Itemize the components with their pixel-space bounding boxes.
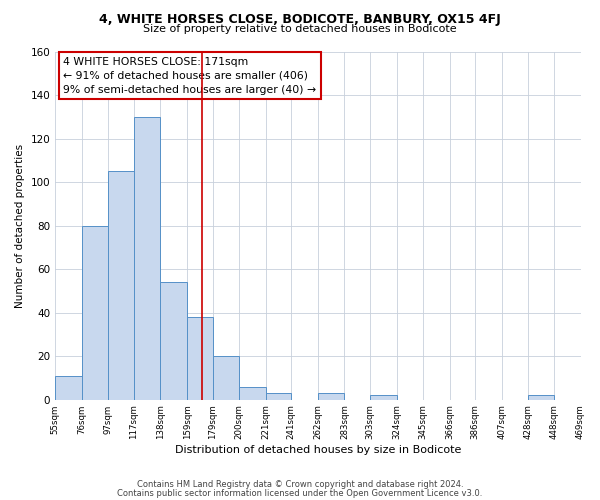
Bar xyxy=(529,396,554,400)
Text: Contains HM Land Registry data © Crown copyright and database right 2024.: Contains HM Land Registry data © Crown c… xyxy=(137,480,463,489)
Text: Size of property relative to detached houses in Bodicote: Size of property relative to detached ho… xyxy=(143,24,457,34)
Bar xyxy=(212,356,239,400)
X-axis label: Distribution of detached houses by size in Bodicote: Distribution of detached houses by size … xyxy=(175,445,461,455)
Bar xyxy=(318,393,344,400)
Bar xyxy=(187,317,212,400)
Bar xyxy=(109,171,134,400)
Bar xyxy=(82,226,109,400)
Bar xyxy=(239,386,266,400)
Text: Contains public sector information licensed under the Open Government Licence v3: Contains public sector information licen… xyxy=(118,488,482,498)
Text: 4 WHITE HORSES CLOSE: 171sqm
← 91% of detached houses are smaller (406)
9% of se: 4 WHITE HORSES CLOSE: 171sqm ← 91% of de… xyxy=(63,56,316,94)
Bar xyxy=(134,117,160,400)
Bar xyxy=(370,396,397,400)
Bar xyxy=(266,393,291,400)
Bar xyxy=(160,282,187,400)
Y-axis label: Number of detached properties: Number of detached properties xyxy=(15,144,25,308)
Text: 4, WHITE HORSES CLOSE, BODICOTE, BANBURY, OX15 4FJ: 4, WHITE HORSES CLOSE, BODICOTE, BANBURY… xyxy=(99,12,501,26)
Bar xyxy=(55,376,82,400)
